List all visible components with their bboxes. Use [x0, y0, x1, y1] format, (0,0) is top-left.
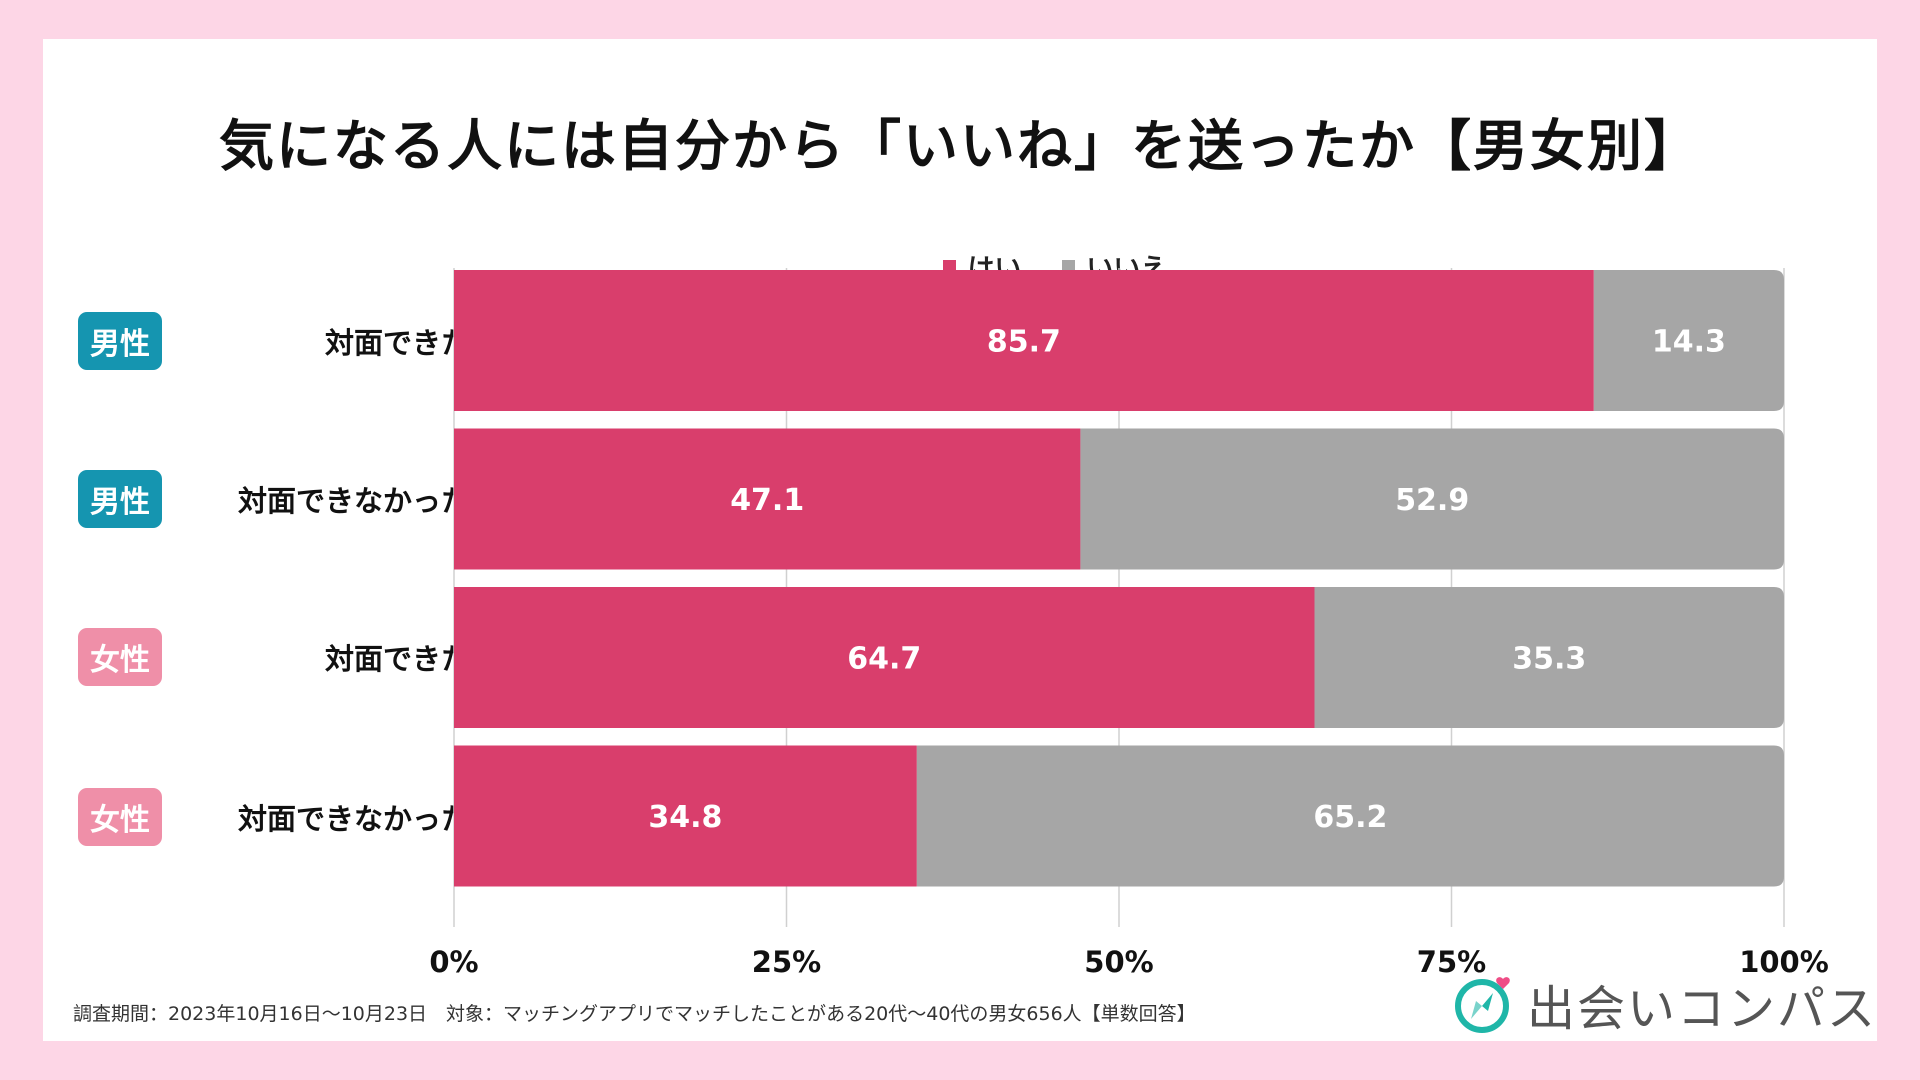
gender-badge: 女性	[78, 628, 162, 686]
bar-segment	[454, 270, 1594, 411]
data-label: 52.9	[1395, 483, 1469, 518]
data-label: 14.3	[1652, 325, 1726, 360]
legend-swatch-yes	[942, 260, 956, 273]
bar-segment	[454, 428, 1081, 570]
row-label-male-not-met: 男性 対面できなかった	[78, 469, 470, 529]
data-label: 65.2	[1313, 800, 1387, 835]
compass-icon	[1455, 977, 1510, 1033]
x-tick-label: 0%	[429, 945, 478, 979]
gender-badge: 女性	[78, 788, 162, 846]
row-label-female-not-met: 女性 対面できなかった	[78, 787, 470, 847]
row-label-male-met: 男性 対面できた	[78, 311, 470, 371]
bar-segment	[1314, 587, 1784, 728]
bar-segment	[916, 745, 1784, 887]
gender-badge: 男性	[78, 312, 162, 370]
category-label: 対面できた	[324, 326, 470, 360]
x-tick-label: 50%	[1084, 945, 1153, 979]
bar-segment	[1080, 428, 1784, 570]
x-tick-label: 75%	[1417, 945, 1486, 979]
data-label: 85.7	[987, 325, 1061, 360]
data-label: 35.3	[1512, 642, 1586, 677]
brand-name: 出会いコンパス	[1527, 981, 1878, 1037]
gender-badge: 男性	[78, 470, 162, 528]
x-tick-label: 100%	[1739, 945, 1829, 979]
survey-footnote: 調査期間：2023年10月16日〜10月23日 対象：マッチングアプリでマッチし…	[73, 1003, 1196, 1025]
category-label: 対面できた	[324, 642, 470, 676]
stacked-bar-chart: 85.7 14.3 47.1 52.9 64.7 35.3 34.8 65.2 0% 25% 50%…	[429, 268, 1829, 979]
category-label: 対面できなかった	[237, 802, 470, 836]
row-label-female-met: 女性 対面できた	[78, 627, 470, 687]
data-label: 64.7	[847, 642, 921, 677]
data-label: 47.1	[730, 483, 804, 518]
bar-segment	[454, 587, 1315, 728]
category-label: 対面できなかった	[237, 484, 470, 518]
bar-segment	[454, 745, 917, 887]
data-label: 34.8	[648, 800, 722, 835]
chart-title: 気になる人には自分から「いいね」を送ったか【男女別】	[218, 114, 1701, 178]
bar-segment	[1593, 270, 1784, 411]
brand-logo: 出会いコンパス	[1453, 969, 1877, 1039]
legend-swatch-no	[1061, 260, 1075, 273]
chart-card: 気になる人には自分から「いいね」を送ったか【男女別】 はい いいえ 男性 対面で…	[43, 39, 1877, 1041]
x-tick-label: 25%	[752, 945, 821, 979]
